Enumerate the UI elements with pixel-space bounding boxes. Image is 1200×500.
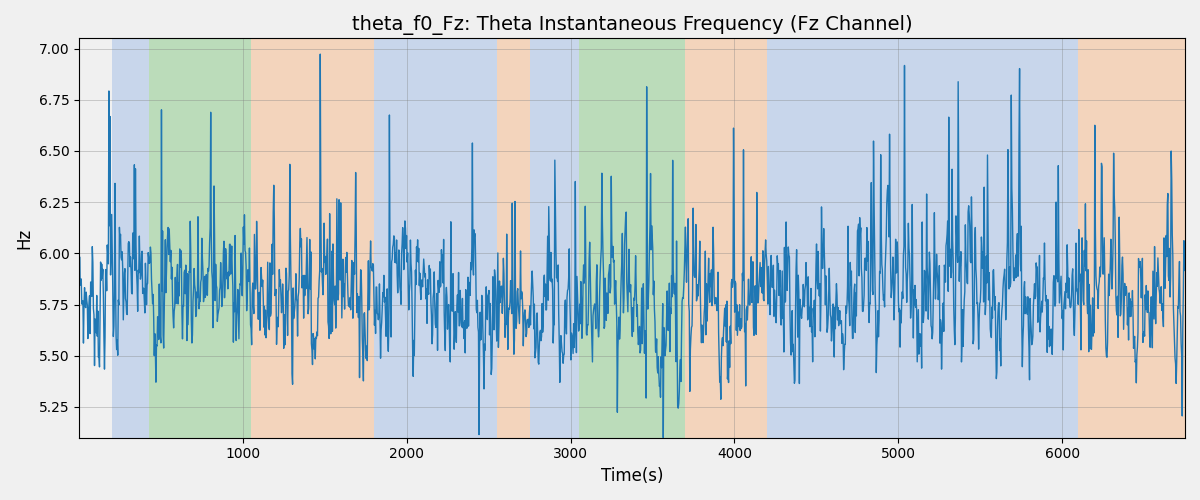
X-axis label: Time(s): Time(s) <box>601 467 664 485</box>
Bar <box>529 38 578 438</box>
Bar <box>374 38 497 438</box>
Bar <box>685 38 767 438</box>
Bar <box>497 38 529 438</box>
Bar <box>578 38 685 438</box>
Bar <box>251 38 374 438</box>
Bar <box>767 38 1079 438</box>
Title: theta_f0_Fz: Theta Instantaneous Frequency (Fz Channel): theta_f0_Fz: Theta Instantaneous Frequen… <box>352 15 912 35</box>
Y-axis label: Hz: Hz <box>14 228 32 248</box>
Bar <box>112 38 150 438</box>
Bar <box>150 38 251 438</box>
Bar <box>1079 38 1186 438</box>
